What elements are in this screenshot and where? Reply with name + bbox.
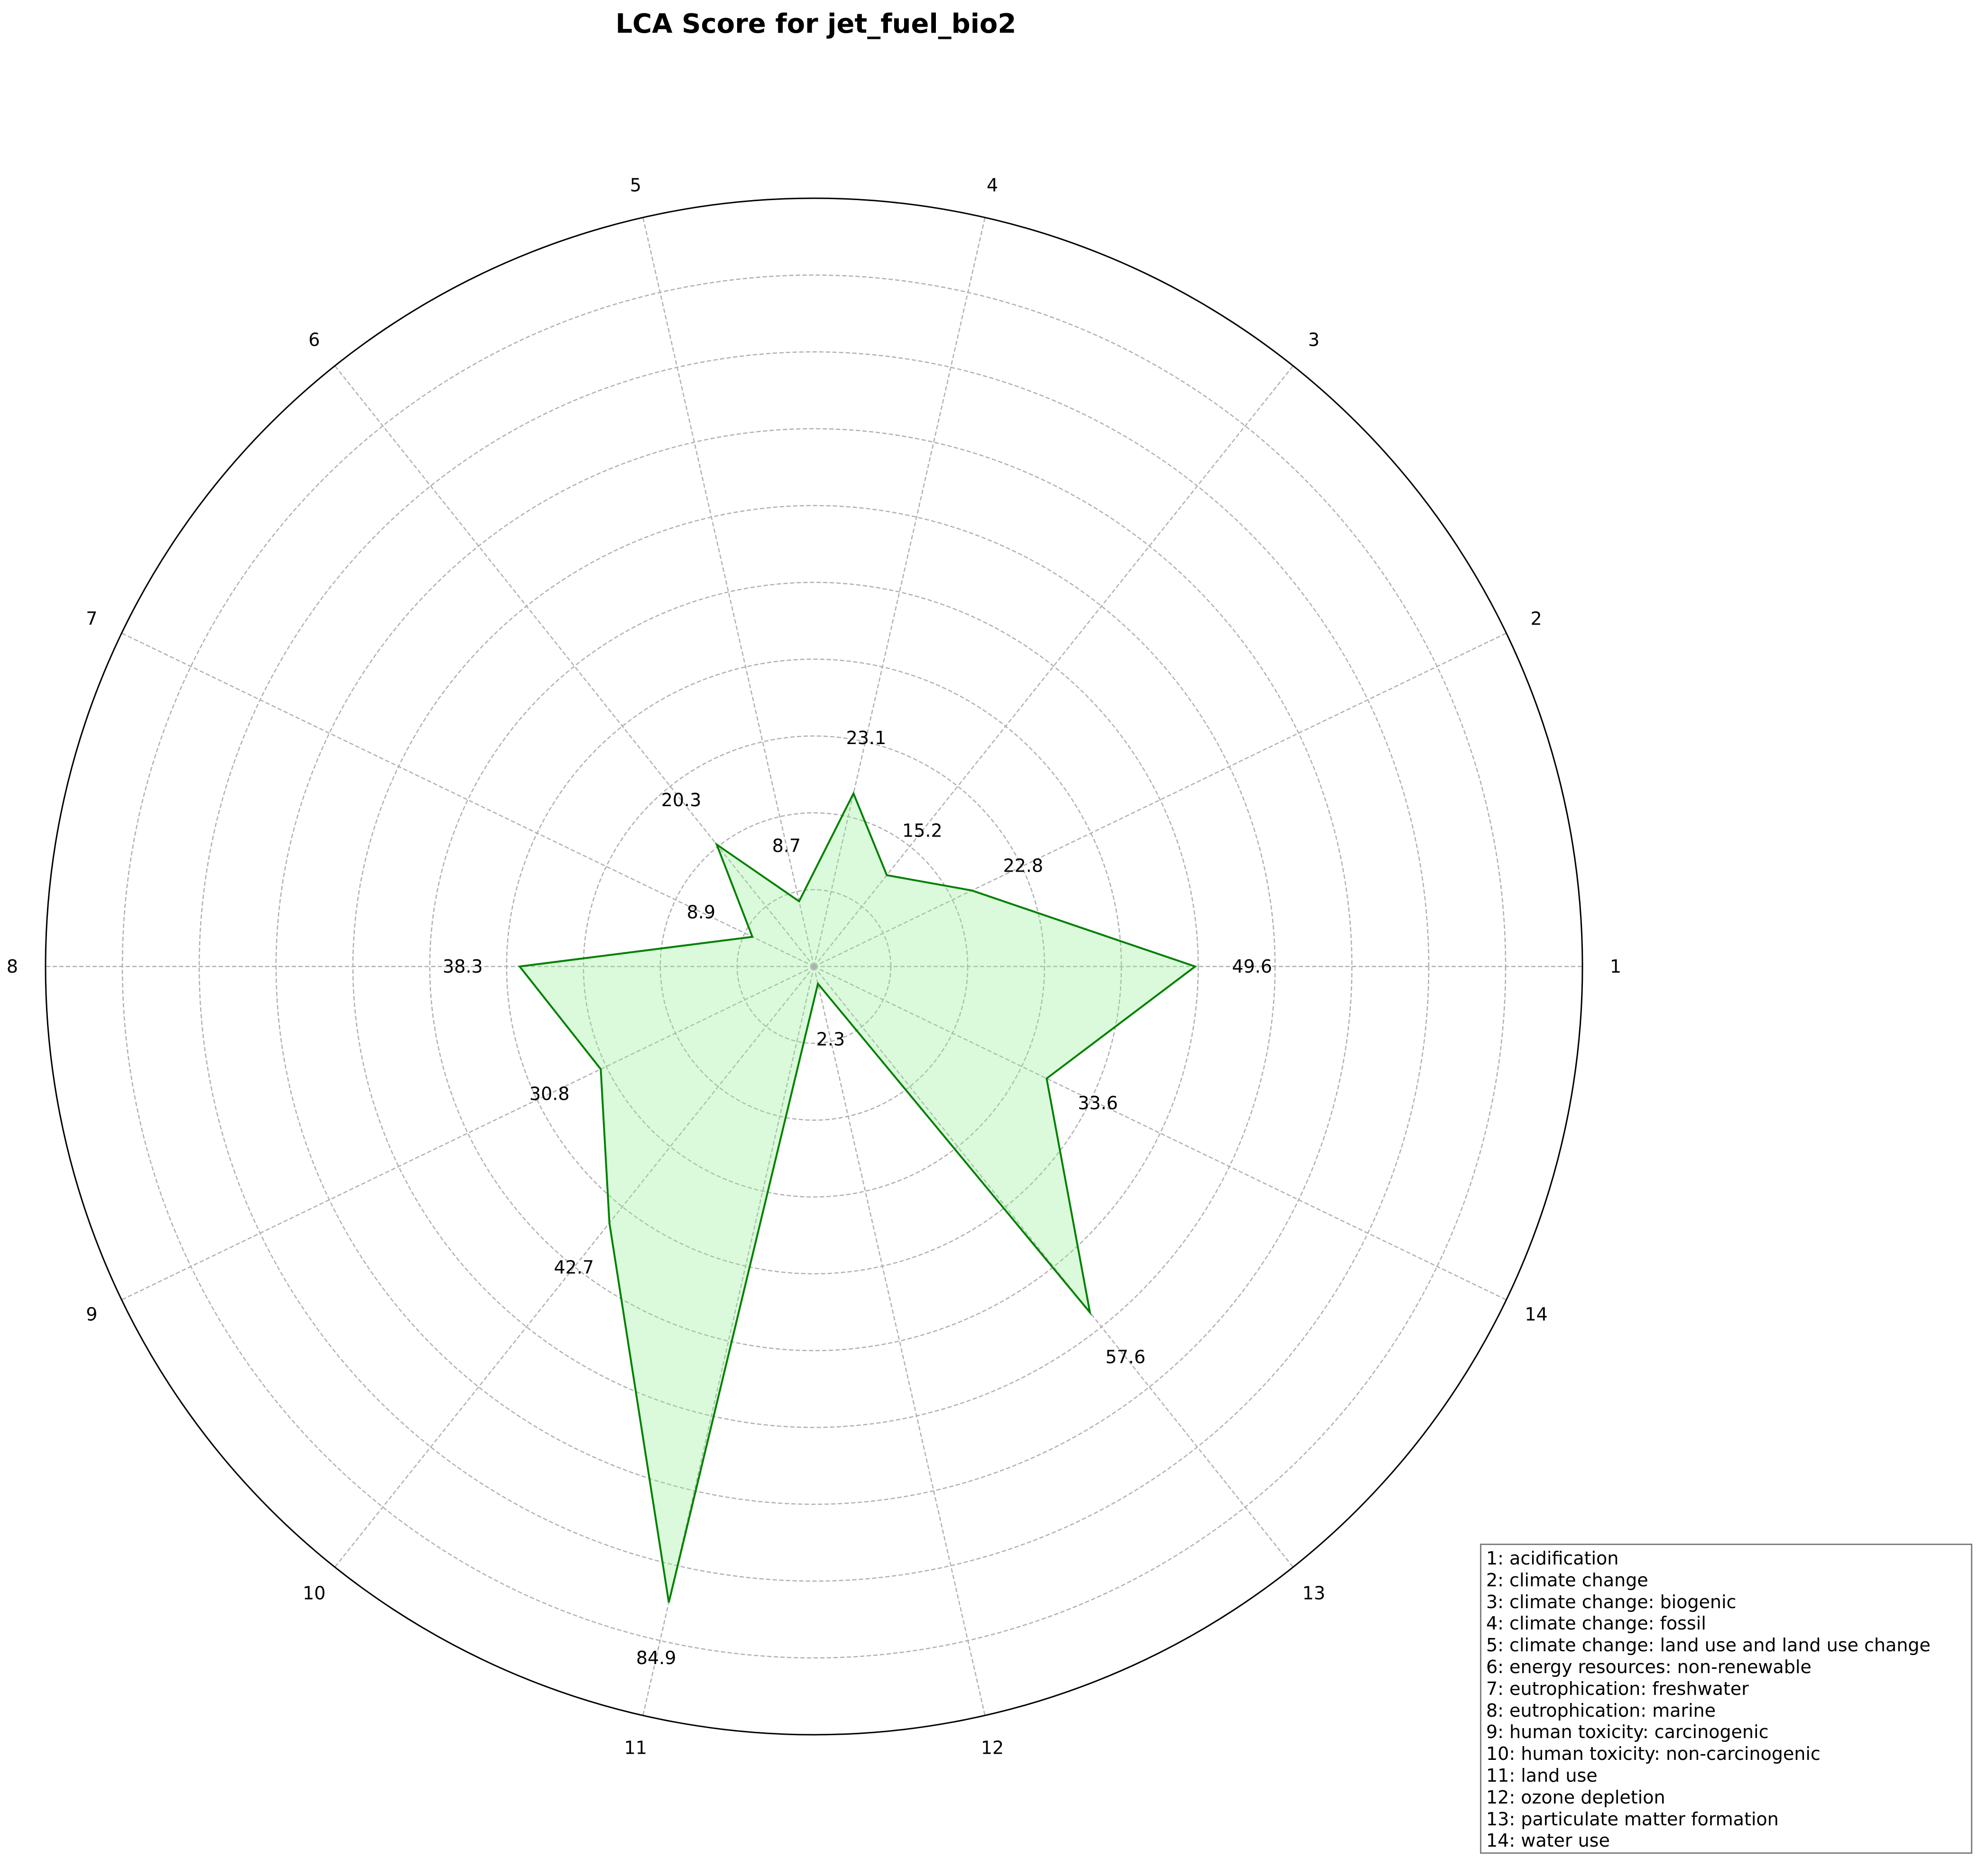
data-point (971, 890, 972, 891)
legend-entry: 10: human toxicity: non-carcinogenic (1486, 1743, 1821, 1765)
axis-tick-label: 14 (1525, 1304, 1547, 1325)
grid-spoke (814, 966, 1294, 1568)
data-point (609, 1222, 610, 1224)
data-label: 38.3 (443, 956, 483, 977)
data-point (1046, 1078, 1047, 1079)
data-label: 8.7 (772, 836, 801, 856)
grid-spoke (814, 365, 1294, 967)
data-label: 8.9 (687, 902, 715, 922)
axis-tick-label: 7 (86, 608, 97, 629)
data-point (668, 1601, 669, 1603)
legend-entry: 8: eutrophication: marine (1486, 1700, 1716, 1721)
legend-entry: 6: energy resources: non-renewable (1486, 1656, 1812, 1677)
axis-tick-label: 3 (1308, 330, 1320, 350)
data-point (716, 844, 717, 845)
grid-spoke (121, 632, 814, 967)
data-point (1089, 1312, 1091, 1313)
center-point (811, 964, 817, 969)
legend-entry: 4: climate change: fossil (1486, 1613, 1706, 1634)
legend: 1: acidification 2: climate change 3: clim… (1480, 1544, 1972, 1854)
axis-tick-label: 2 (1531, 608, 1542, 629)
data-label: 2.3 (816, 1029, 845, 1049)
legend-entry: 3: climate change: biogenic (1486, 1591, 1737, 1612)
data-point (798, 901, 800, 902)
data-point (817, 983, 819, 985)
legend-entry: 12: ozone depletion (1486, 1786, 1665, 1808)
data-label: 33.6 (1078, 1093, 1118, 1113)
data-point (600, 1068, 601, 1070)
chart-title: LCA Score for jet_fuel_bio2 (615, 9, 1017, 39)
legend-entry: 2: climate change (1486, 1569, 1648, 1591)
data-point (886, 874, 888, 876)
axis-tick-label: 8 (7, 956, 18, 977)
legend-entry: 7: eutrophication: freshwater (1486, 1678, 1749, 1699)
axis-tick-label: 11 (624, 1738, 647, 1758)
axis-tick-label: 10 (303, 1583, 325, 1603)
data-label: 23.1 (846, 727, 887, 748)
grid-ring (583, 735, 1045, 1198)
grid-layer (45, 197, 1583, 1736)
legend-entry: 1: acidification (1486, 1548, 1619, 1569)
data-label: 20.3 (661, 790, 702, 810)
grid-spoke (814, 632, 1507, 967)
legend-entry: 11: land use (1486, 1765, 1598, 1786)
legend-entry: 13: particulate matter formation (1486, 1808, 1779, 1830)
data-label: 42.7 (554, 1257, 594, 1278)
series-area (519, 793, 1195, 1602)
grid-spoke (121, 966, 814, 1301)
axis-tick-label: 5 (630, 175, 641, 195)
data-label: 57.6 (1105, 1346, 1146, 1367)
grid-ring (429, 581, 1199, 1352)
data-point (752, 936, 753, 938)
data-label: 84.9 (636, 1647, 676, 1668)
data-label: 15.2 (902, 820, 943, 841)
axis-tick-label: 4 (987, 175, 998, 195)
axis-tick-label: 1 (1610, 956, 1621, 977)
grid-spoke (334, 966, 814, 1568)
legend-entry: 9: human toxicity: carcinogenic (1486, 1721, 1769, 1743)
data-label: 49.6 (1232, 956, 1272, 977)
grid-spoke (334, 365, 814, 967)
data-label: 22.8 (1003, 856, 1044, 876)
axis-tick-label: 9 (86, 1304, 97, 1325)
data-point (853, 793, 854, 794)
grid-spoke (813, 217, 986, 967)
data-layer (518, 791, 1197, 1603)
axis-tick-label: 6 (308, 330, 320, 350)
legend-entry: 5: climate change: land use and land use… (1486, 1635, 1931, 1656)
axis-tick-label: 12 (981, 1738, 1004, 1758)
data-point (519, 966, 520, 967)
grid-spoke (813, 966, 986, 1716)
axis-tick-label: 13 (1303, 1583, 1325, 1603)
legend-entry: 14: water use (1486, 1830, 1610, 1851)
grid-spoke (814, 966, 1507, 1301)
grid-spoke (642, 217, 815, 967)
data-point (1194, 966, 1196, 967)
polar-frame (45, 197, 1583, 1736)
data-label: 30.8 (529, 1084, 570, 1104)
